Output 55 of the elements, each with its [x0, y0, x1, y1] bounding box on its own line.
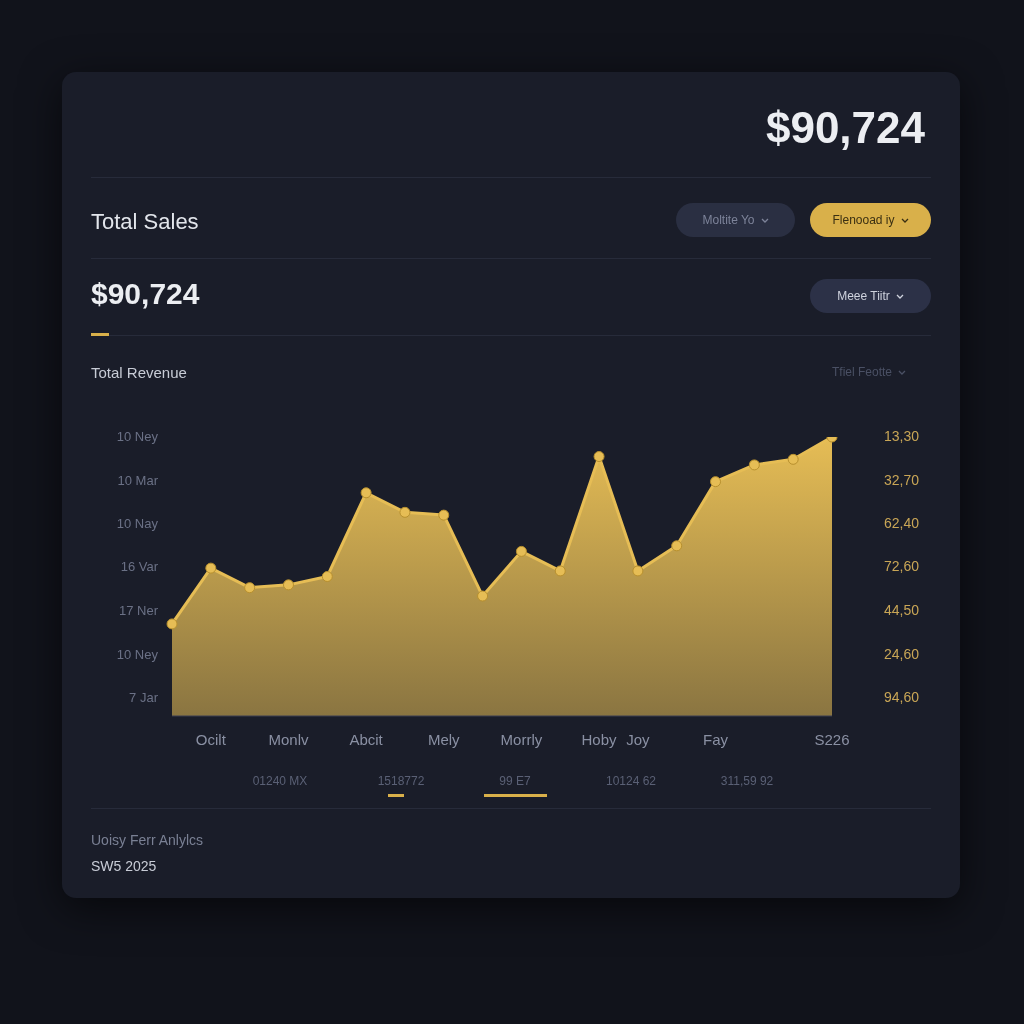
text: 17 Ner [118, 602, 158, 618]
point [593, 451, 605, 463]
text: 94,60 [884, 689, 920, 705]
x-tick-label: Fay [703, 730, 729, 748]
text: 24,60 [884, 646, 920, 662]
point [438, 509, 450, 521]
x-tick-label: Mely [427, 730, 461, 748]
text: Tfiel Feotte [831, 365, 892, 379]
text: Meee Tiitr [837, 289, 890, 303]
point [399, 506, 411, 518]
text: Flenooad iy [832, 213, 895, 227]
point [787, 453, 799, 465]
text: 10 Nay [116, 515, 158, 531]
point [710, 476, 722, 488]
text: 10124 62 [605, 774, 657, 788]
text: 10 Mar [117, 472, 158, 488]
point [244, 582, 256, 594]
text: 01240 MX [252, 774, 308, 788]
text: 16 Var [120, 558, 158, 574]
text: 13,30 [884, 428, 920, 444]
text: $90,724 [765, 103, 925, 153]
text: 10 Ney [116, 646, 158, 662]
chart-title: Total Sales [91, 209, 199, 235]
text: 99 E7 [499, 774, 531, 788]
text: Moltite Yo [702, 213, 755, 227]
x-tick-label: Joy [626, 730, 651, 748]
point [477, 590, 489, 602]
point [632, 565, 644, 577]
point [671, 540, 683, 552]
chart-subtitle: $90,724 [91, 277, 200, 311]
point [515, 545, 527, 557]
x-tick-label: Hoby [581, 730, 618, 748]
point [282, 579, 294, 591]
point [321, 571, 333, 582]
text: 72,60 [884, 558, 920, 574]
point [166, 618, 178, 630]
text: 311,59 92 [720, 774, 774, 788]
point [205, 562, 217, 574]
text: 62,40 [884, 515, 920, 531]
text: Total Revenue [91, 363, 187, 381]
x-tick-label: Monlv [268, 730, 309, 748]
point [360, 487, 372, 499]
x-tick-label: Ocilt [195, 730, 227, 748]
text: 10 Ney [116, 428, 158, 444]
x-tick-label: Abcit [349, 730, 384, 748]
x-tick-label: S226 [814, 730, 850, 748]
text: 32,70 [884, 472, 920, 488]
point [554, 565, 566, 577]
text: Uoisy Ferr Anlylcs [91, 832, 204, 848]
text: 7 Jar [129, 689, 158, 705]
text: SW5 2025 [91, 858, 157, 874]
point [748, 459, 760, 471]
text: 1518772 [377, 774, 425, 788]
x-tick-label: Morrly [500, 730, 543, 748]
text: 44,50 [884, 602, 920, 618]
